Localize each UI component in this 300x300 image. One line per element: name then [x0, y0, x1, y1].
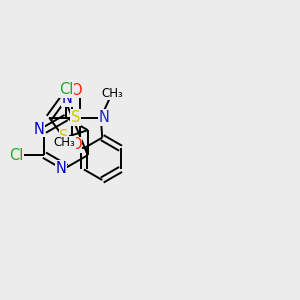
- Text: N: N: [55, 161, 66, 176]
- Text: Cl: Cl: [59, 82, 73, 97]
- Text: CH₃: CH₃: [102, 87, 123, 100]
- Text: N: N: [61, 91, 72, 106]
- Text: O: O: [70, 83, 82, 98]
- Text: CH₃: CH₃: [54, 136, 76, 149]
- Text: Cl: Cl: [9, 148, 23, 163]
- Text: S: S: [71, 110, 80, 125]
- Text: S: S: [59, 129, 69, 144]
- Text: O: O: [70, 137, 82, 152]
- Text: N: N: [34, 122, 44, 137]
- Text: N: N: [99, 110, 110, 125]
